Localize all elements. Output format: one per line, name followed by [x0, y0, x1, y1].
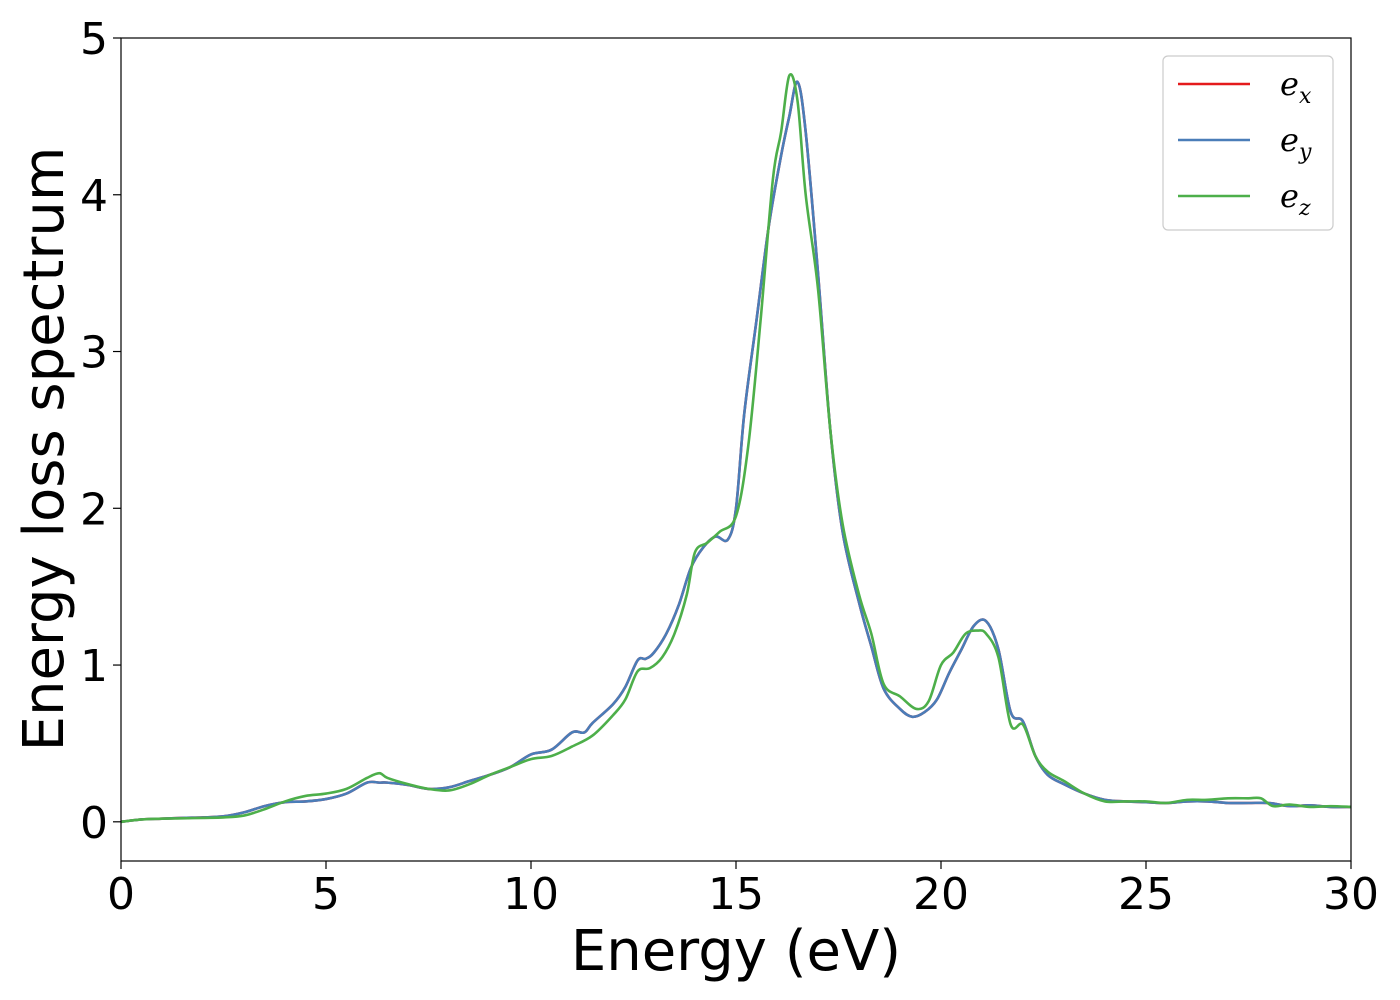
y-tick-label: 2 [80, 484, 108, 535]
legend-label-e-x: ex [1280, 65, 1312, 109]
legend-items: ex ey ez [1178, 65, 1312, 221]
x-tick-label: 30 [1323, 869, 1379, 920]
legend: ex ey ez [1162, 55, 1334, 231]
y-tick-label: 4 [80, 171, 108, 222]
x-axis: 0 5 10 15 20 25 30 [107, 861, 1379, 920]
y-tick-label: 1 [80, 641, 108, 692]
x-tick-label: 10 [503, 869, 559, 920]
x-tick-label: 15 [708, 869, 764, 920]
legend-box [1162, 55, 1334, 231]
x-axis-title: Energy (eV) [571, 919, 901, 984]
series-line-e-z [121, 73, 1351, 824]
y-axis-title: Energy loss spectrum [12, 147, 77, 752]
legend-label-e-z: ez [1280, 177, 1311, 221]
plot-area [121, 73, 1351, 824]
x-tick-label: 20 [913, 869, 969, 920]
x-tick-label: 5 [312, 869, 340, 920]
y-axis: 0 1 2 3 4 5 [80, 14, 121, 849]
legend-label-e-y: ey [1280, 121, 1312, 165]
x-tick-label: 25 [1118, 869, 1174, 920]
x-tick-label: 0 [107, 869, 135, 920]
y-tick-label: 5 [80, 14, 108, 65]
y-tick-label: 0 [80, 798, 108, 849]
y-tick-label: 3 [80, 328, 108, 379]
